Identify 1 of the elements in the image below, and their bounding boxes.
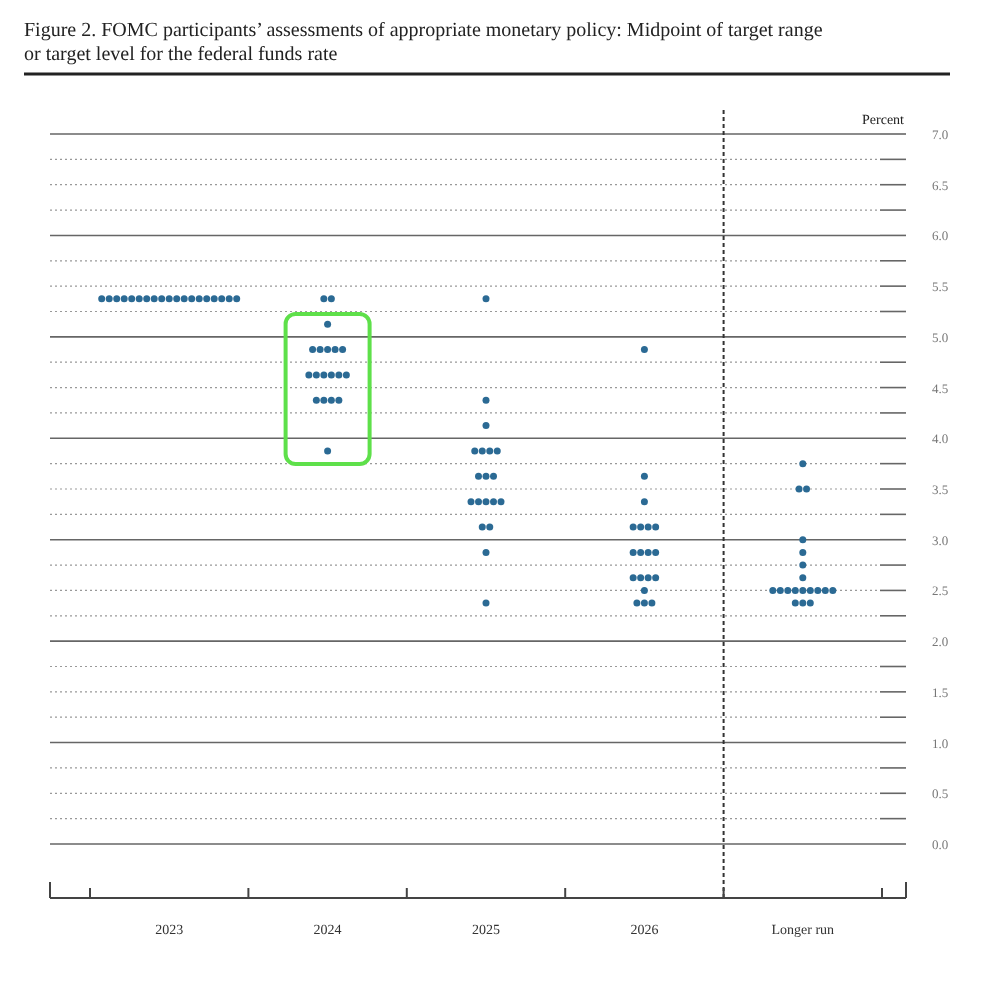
chart-title: Figure 2. FOMC participants’ assessments of appropriate monetary policy: Midpoint of target range or target level for the federal funds rate xyxy=(24,20,824,66)
